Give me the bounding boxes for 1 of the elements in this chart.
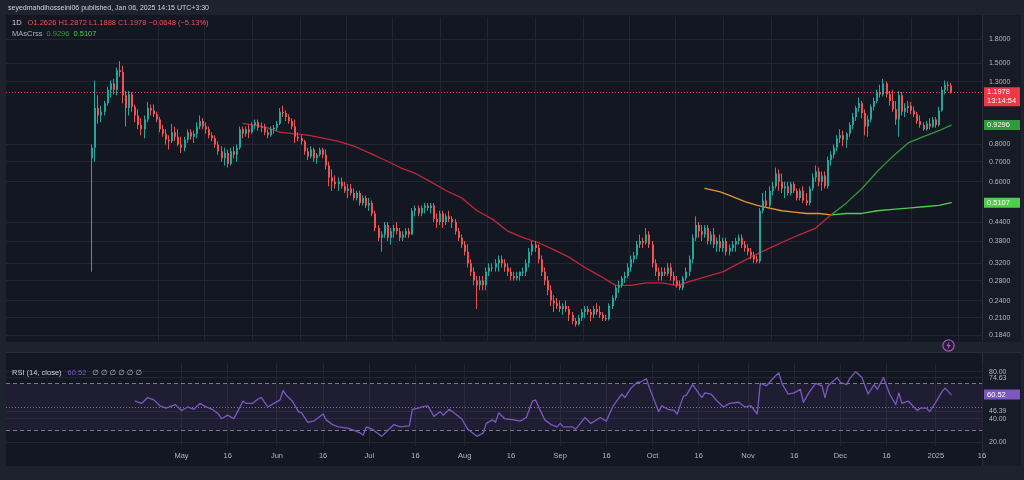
- candlestick: [491, 263, 493, 272]
